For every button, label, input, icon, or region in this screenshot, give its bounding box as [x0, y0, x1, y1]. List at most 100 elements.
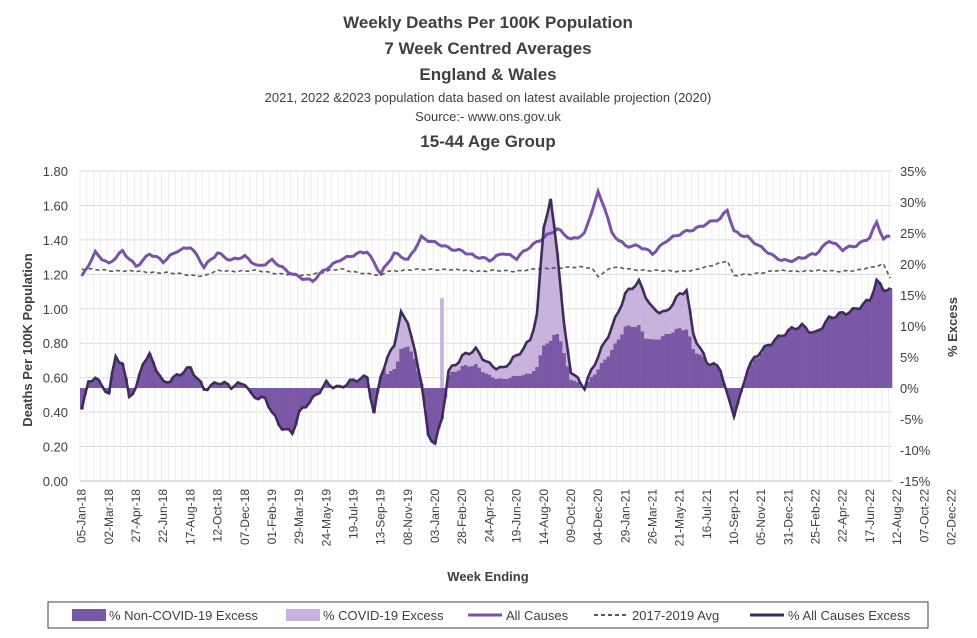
non-covid-excess-bar	[402, 347, 407, 388]
covid-excess-bar	[674, 296, 679, 329]
non-covid-excess-bar	[667, 333, 672, 388]
y2-tick-label: -10%	[900, 443, 931, 458]
non-covid-excess-bar	[185, 367, 190, 388]
covid-excess-bar	[525, 341, 529, 374]
non-covid-excess-bar	[576, 381, 580, 388]
covid-excess-bar	[518, 354, 522, 376]
non-covid-excess-bar	[161, 380, 166, 388]
covid-excess-bar	[508, 363, 512, 378]
legend-label-avg: 2017-2019 Avg	[632, 608, 719, 623]
non-covid-excess-bar	[470, 365, 475, 388]
x-tick-label: 24-May-19	[319, 489, 333, 547]
non-covid-excess-bar	[711, 364, 716, 388]
non-covid-excess-bar	[113, 356, 118, 388]
covid-excess-bar	[535, 313, 539, 367]
non-covid-excess-bar	[708, 366, 713, 388]
non-covid-excess-bar	[511, 375, 516, 388]
non-covid-excess-bar	[345, 384, 349, 388]
covid-excess-bar	[691, 333, 696, 350]
x-tick-label: 05-Nov-21	[754, 489, 768, 545]
chart-title-line-2: 7 Week Centred Averages	[384, 39, 591, 58]
non-covid-excess-bar	[436, 388, 441, 429]
legend-label-non-covid: % Non-COVID-19 Excess	[109, 608, 258, 623]
non-covid-excess-bar	[412, 358, 417, 388]
chart-title-line-3: England & Wales	[419, 65, 556, 84]
covid-excess-bar	[698, 347, 703, 355]
non-covid-excess-bar	[151, 361, 156, 388]
axes: 0.00 0.20 0.40 0.60 0.80 1.00 1.20 1.40 1.60 1.80…	[43, 164, 959, 546]
non-covid-excess-bar	[854, 308, 859, 388]
non-covid-excess-bar	[446, 374, 451, 388]
non-covid-excess-bar	[728, 388, 733, 405]
covid-excess-bar	[463, 352, 468, 365]
covid-excess-bar	[399, 311, 404, 349]
x-tick-label: 07-Oct-22	[917, 489, 931, 543]
covid-excess-bar	[684, 290, 689, 330]
non-covid-excess-bar	[569, 379, 573, 388]
x-tick-label: 24-Apr-20	[482, 489, 496, 543]
non-covid-excess-bar	[294, 388, 298, 425]
x-tick-label: 10-Sep-21	[727, 489, 741, 545]
non-covid-excess-bar	[783, 335, 787, 388]
non-covid-excess-bar	[487, 374, 492, 388]
covid-excess-bar	[572, 375, 577, 381]
non-covid-excess-bar	[110, 372, 115, 388]
legend-label-pct-excess: % All Causes Excess	[788, 608, 911, 623]
covid-excess-bar	[626, 288, 631, 326]
non-covid-excess-bar	[528, 373, 533, 388]
x-tick-label: 17-Aug-18	[183, 489, 197, 545]
non-covid-excess-bar	[875, 279, 879, 388]
non-covid-excess-bar	[324, 380, 329, 388]
non-covid-excess-bar	[355, 381, 359, 388]
covid-excess-bar	[457, 362, 461, 371]
non-covid-excess-bar	[776, 335, 781, 388]
covid-excess-bar	[470, 352, 475, 366]
legend: % Non-COVID-19 Excess % COVID-19 Excess …	[47, 601, 929, 629]
non-covid-excess-bar	[623, 326, 628, 388]
non-covid-excess-bar	[389, 370, 393, 388]
non-covid-excess-bar	[647, 339, 652, 388]
non-covid-excess-bar	[749, 363, 754, 388]
covid-excess-bar	[395, 329, 400, 362]
chart-title-line-1: Weekly Deaths Per 100K Population	[343, 13, 633, 32]
non-covid-excess-bar	[773, 339, 777, 388]
non-covid-excess-bar	[650, 339, 655, 388]
covid-excess-bar	[450, 365, 455, 372]
non-covid-excess-bar	[531, 370, 536, 388]
x-tick-label: 08-Nov-19	[401, 489, 415, 545]
covid-excess-bar	[474, 347, 478, 364]
covid-excess-bar	[389, 349, 393, 371]
non-covid-excess-bar	[637, 324, 641, 388]
x-tick-label: 02-Mar-18	[102, 489, 116, 545]
non-covid-excess-bar	[606, 356, 611, 388]
non-covid-excess-bar	[827, 316, 832, 388]
non-covid-excess-bar	[796, 328, 801, 388]
covid-excess-bar	[511, 356, 516, 376]
non-covid-excess-bar	[504, 378, 509, 388]
non-covid-excess-bar	[552, 334, 556, 388]
non-covid-excess-bar	[555, 333, 560, 388]
non-covid-excess-bar	[147, 353, 152, 388]
x-tick-label: 13-Sep-19	[374, 489, 388, 545]
covid-excess-bar	[660, 311, 665, 337]
non-covid-excess-bar	[705, 364, 709, 388]
non-covid-excess-bar	[195, 378, 200, 388]
non-covid-excess-bar	[548, 340, 553, 388]
non-covid-excess-bar	[382, 368, 387, 388]
x-tick-label: 19-Jul-19	[347, 489, 361, 539]
non-covid-excess-bar	[691, 349, 696, 388]
covid-excess-bar	[630, 288, 635, 327]
covid-excess-bar	[613, 317, 618, 344]
non-covid-excess-bar	[735, 388, 740, 405]
covid-excess-bar	[681, 294, 686, 331]
non-covid-excess-bar	[559, 341, 563, 388]
legend-label-covid: % COVID-19 Excess	[323, 608, 444, 623]
non-covid-excess-bar	[837, 312, 842, 388]
non-covid-excess-bar	[813, 331, 818, 388]
y-axis-label: Deaths Per 100K Population	[20, 253, 35, 426]
non-covid-excess-bar	[817, 330, 821, 388]
covid-excess-bar	[497, 367, 502, 379]
non-covid-excess-bar	[348, 379, 353, 388]
non-covid-excess-bar	[698, 354, 703, 388]
series-lines	[80, 186, 892, 446]
